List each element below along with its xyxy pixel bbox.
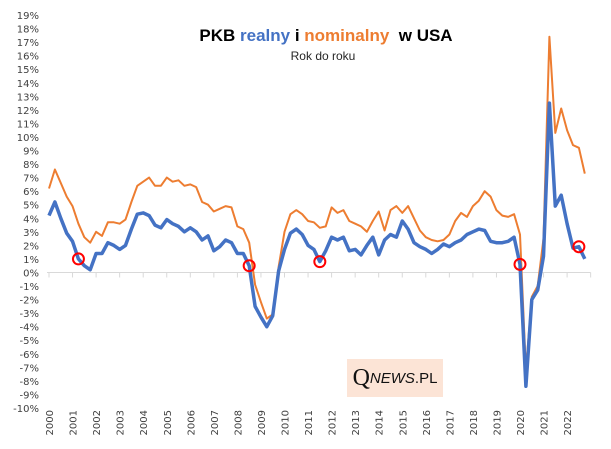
y-tick-label: 12%: [17, 106, 39, 117]
x-tick-label: 2004: [139, 410, 150, 435]
title-part-1: realny: [240, 26, 291, 45]
x-tick-label: 2001: [69, 410, 80, 435]
chart-title: PKB realny i nominalny w USA: [199, 26, 452, 45]
y-tick-label: -4%: [20, 323, 39, 334]
highlight-circle-marker: [513, 257, 527, 271]
x-tick-label: 2019: [492, 410, 503, 435]
y-tick-label: 9%: [23, 147, 39, 158]
y-tick-label: 3%: [23, 228, 39, 239]
y-tick-label: 5%: [23, 201, 39, 212]
y-axis: 19% 18% 17% 16% 15% 14% 13% 12% 11% 10% 9% 8% 7% 6% 5%…: [13, 11, 39, 415]
highlight-circle-marker: [313, 255, 327, 269]
x-tick-label: 2015: [398, 410, 409, 435]
y-tick-label: -2%: [20, 296, 39, 307]
y-tick-label: 15%: [17, 65, 39, 76]
chart-subtitle: Rok do roku: [291, 49, 356, 63]
y-tick-label: 10%: [17, 133, 39, 144]
highlight-circle-marker: [71, 252, 85, 266]
x-tick-label: 2008: [233, 410, 244, 435]
title-part-2: i: [290, 26, 304, 45]
x-tick-label: 2011: [304, 410, 315, 435]
y-tick-label: 4%: [23, 214, 39, 225]
y-tick-label: -6%: [20, 350, 39, 361]
x-tick-label: 2002: [92, 410, 103, 435]
y-tick-label: 11%: [17, 119, 39, 130]
x-axis: 2000 2001 2002 2003 2004 2005 2006 2007 2008 2009…: [45, 271, 592, 435]
y-tick-label: -7%: [20, 363, 39, 374]
y-tick-label: 6%: [23, 187, 39, 198]
y-tick-label: 8%: [23, 160, 39, 171]
y-tick-label: -3%: [20, 309, 39, 320]
y-tick-label: 2%: [23, 241, 39, 252]
y-tick-label: -8%: [20, 377, 39, 388]
title-part-4: w USA: [389, 26, 452, 45]
x-tick-label: 2017: [445, 410, 456, 435]
y-tick-label: 19%: [17, 11, 39, 22]
title-part-0: PKB: [199, 26, 240, 45]
highlight-circle-marker: [572, 240, 586, 254]
x-tick-label: 2021: [540, 410, 551, 435]
y-tick-label: 16%: [17, 52, 39, 63]
x-tick-label: 2020: [516, 410, 527, 435]
y-tick-label: 1%: [23, 255, 39, 266]
logo-news: NEWS: [369, 369, 415, 387]
y-tick-label: 17%: [17, 38, 39, 49]
y-tick-label: 13%: [17, 92, 39, 103]
x-tick-label: 2016: [422, 410, 433, 435]
y-tick-label: -9%: [20, 390, 39, 401]
series-group: [47, 35, 587, 389]
x-tick-label: 2009: [257, 410, 268, 435]
qnews-logo: Q NEWS .PL: [347, 359, 443, 397]
x-tick-label: 2010: [281, 410, 292, 435]
x-tick-label: 2022: [563, 410, 574, 435]
y-tick-label: 14%: [17, 79, 39, 90]
highlight-circle-marker: [242, 259, 256, 273]
x-tick-label: 2006: [186, 410, 197, 435]
x-tick-label: 2007: [210, 410, 221, 435]
logo-pl: .PL: [414, 369, 438, 387]
y-tick-label: 7%: [23, 174, 39, 185]
x-tick-label: 2014: [375, 410, 386, 435]
y-tick-label: 18%: [17, 25, 39, 36]
logo-q: Q: [352, 364, 370, 391]
y-tick-label: -1%: [20, 282, 39, 293]
x-tick-label: 2018: [469, 410, 480, 435]
y-tick-label: -10%: [13, 404, 39, 415]
title-part-3: nominalny: [304, 26, 390, 45]
marker-group: [71, 240, 586, 273]
x-tick-label: 2012: [328, 410, 339, 435]
x-tick-label: 2000: [45, 410, 56, 435]
series-line-real: [47, 101, 587, 389]
x-tick-label: 2013: [351, 410, 362, 435]
series-line-nominal: [48, 35, 586, 372]
x-tick-label: 2005: [163, 410, 174, 435]
y-tick-label: 0%: [23, 268, 39, 279]
x-tick-label: 2003: [116, 410, 127, 435]
y-tick-label: -5%: [20, 336, 39, 347]
